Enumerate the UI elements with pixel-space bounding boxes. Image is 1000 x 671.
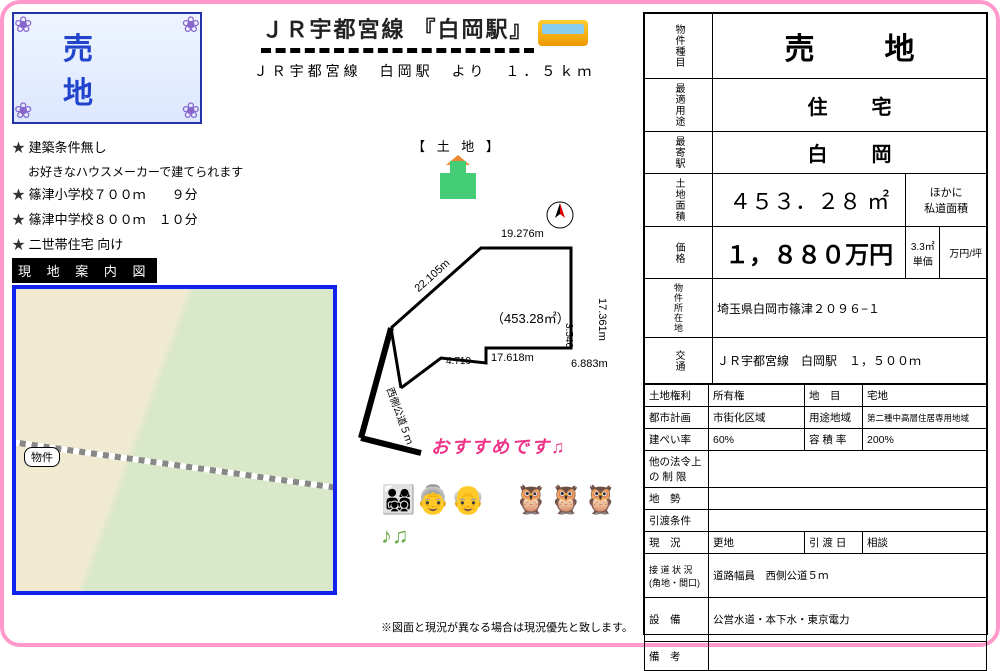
detail-rows: 土地権利所有権地 目宅地都市計画市街化区域用途地域第二種中高層住居専用地域建ぺい… [644, 384, 987, 671]
map-label: 現 地 案 内 図 [12, 258, 157, 283]
nearest-station: 白 岡 [713, 132, 987, 174]
spec-table: 物件種目 売 地 最適用途 住 宅 最寄駅 白 岡 土地面積 ４５３．２８ ㎡ … [643, 12, 988, 635]
station-title: ＪＲ宇都宮線 『白岡駅』 [261, 12, 533, 53]
table-row: 他の法令上 の 制 限 [645, 451, 987, 488]
row-label: 物件所在地 [645, 279, 713, 338]
station-header: ＪＲ宇都宮線 『白岡駅』 ＪＲ宇都宮線 白岡駅 より １．５ｋｍ [214, 12, 635, 81]
features-column: ★ 建築条件無しお好きなハウスメーカーで建てられます ★ 篠津小学校７００ｍ ９… [12, 128, 272, 258]
row-label: 価格 [645, 227, 713, 279]
table-row: 備 考 [645, 642, 987, 671]
flower-icon: ❀ [14, 12, 32, 38]
station-distance: ＪＲ宇都宮線 白岡駅 より １．５ｋｍ [214, 61, 635, 81]
table-row: 現 況更地引 渡 日相談 [645, 532, 987, 554]
table-row: 土地権利所有権地 目宅地 [645, 385, 987, 407]
plot-outline [331, 208, 631, 468]
table-row: 設 備公営水道・本下水・東京電力 [645, 598, 987, 642]
location-map: 物件 [12, 285, 337, 595]
edge-length: 4.719 [446, 356, 471, 367]
listing-badge: ❀ ❀ ❀ ❀ 売 地 [12, 12, 202, 124]
left-panel: ❀ ❀ ❀ ❀ 売 地 ＪＲ宇都宮線 『白岡駅』 ＪＲ宇都宮線 白岡駅 より １… [12, 12, 635, 635]
recommend-text: おすすめです♫ [431, 433, 567, 459]
edge-length: 19.276m [501, 228, 544, 240]
plot-area: （453.28㎡） [491, 308, 570, 327]
row-label: 最寄駅 [645, 132, 713, 174]
list-item: ★ 二世帯住宅 向け [12, 233, 272, 258]
disclaimer: ※図面と現況が異なる場合は現況優先と致します。 [381, 619, 633, 635]
price: １，８８０万円 [713, 227, 906, 279]
flower-icon: ❀ [182, 12, 200, 38]
train-icon [538, 20, 588, 46]
map-section: 現 地 案 内 図 物件 [12, 258, 337, 635]
table-row: 都市計画市街化区域用途地域第二種中高層住居専用地域 [645, 407, 987, 429]
school-icon [436, 159, 480, 199]
listing-sheet: ❀ ❀ ❀ ❀ 売 地 ＪＲ宇都宮線 『白岡駅』 ＪＲ宇都宮線 白岡駅 より １… [0, 0, 1000, 647]
table-row: 接 道 状 況 (角地・間口)道路幅員 西側公道５ｍ [645, 554, 987, 598]
table-row: 引渡条件 [645, 510, 987, 532]
area-note: ほかに 私道面積 [906, 174, 987, 227]
property-marker: 物件 [24, 447, 60, 467]
edge-length: 17.618m [491, 352, 534, 364]
family-illustration: 👨‍👩‍👧‍👦👵👴 🦉🦉🦉 ♪♫ [381, 478, 635, 550]
table-row: 地 勢 [645, 488, 987, 510]
address: 埼玉県白岡市篠津２０９６−１ [713, 279, 987, 338]
list-item: ★ 篠津小学校７００ｍ ９分 [12, 183, 272, 208]
flower-icon: ❀ [182, 98, 200, 124]
land-area: ４５３．２８ ㎡ [713, 174, 906, 227]
badge-title: 売 地 [43, 24, 171, 112]
list-item: ★ 篠津中学校８００ｍ １０分 [12, 208, 272, 233]
row-label: 土地面積 [645, 174, 713, 227]
feature-list: ★ 建築条件無しお好きなハウスメーカーで建てられます ★ 篠津小学校７００ｍ ９… [12, 136, 272, 258]
row-label: 交通 [645, 338, 713, 384]
price-per-tsubo: 万円/坪 [940, 227, 987, 279]
edge-length: 6.883m [571, 358, 608, 370]
table-row: 建ぺい率60%容 積 率200% [645, 429, 987, 451]
property-type: 売 地 [713, 14, 987, 79]
row-label: 物件種目 [645, 14, 713, 79]
flower-icon: ❀ [14, 98, 32, 124]
list-item: ★ 建築条件無しお好きなハウスメーカーで建てられます [12, 136, 272, 183]
plot-diagram-area: 19.276m 17.361m 6.883m 3.546 17.618m 4.7… [341, 258, 635, 635]
price-unit-label: 3.3㎡ 単価 [906, 227, 940, 279]
access: ＪＲ宇都宮線 白岡駅 １，５００ｍ [713, 338, 987, 384]
land-section-label: 【 土 地 】 [280, 136, 635, 155]
edge-length: 17.361m [596, 298, 608, 341]
row-label: 最適用途 [645, 79, 713, 132]
best-use: 住 宅 [713, 79, 987, 132]
